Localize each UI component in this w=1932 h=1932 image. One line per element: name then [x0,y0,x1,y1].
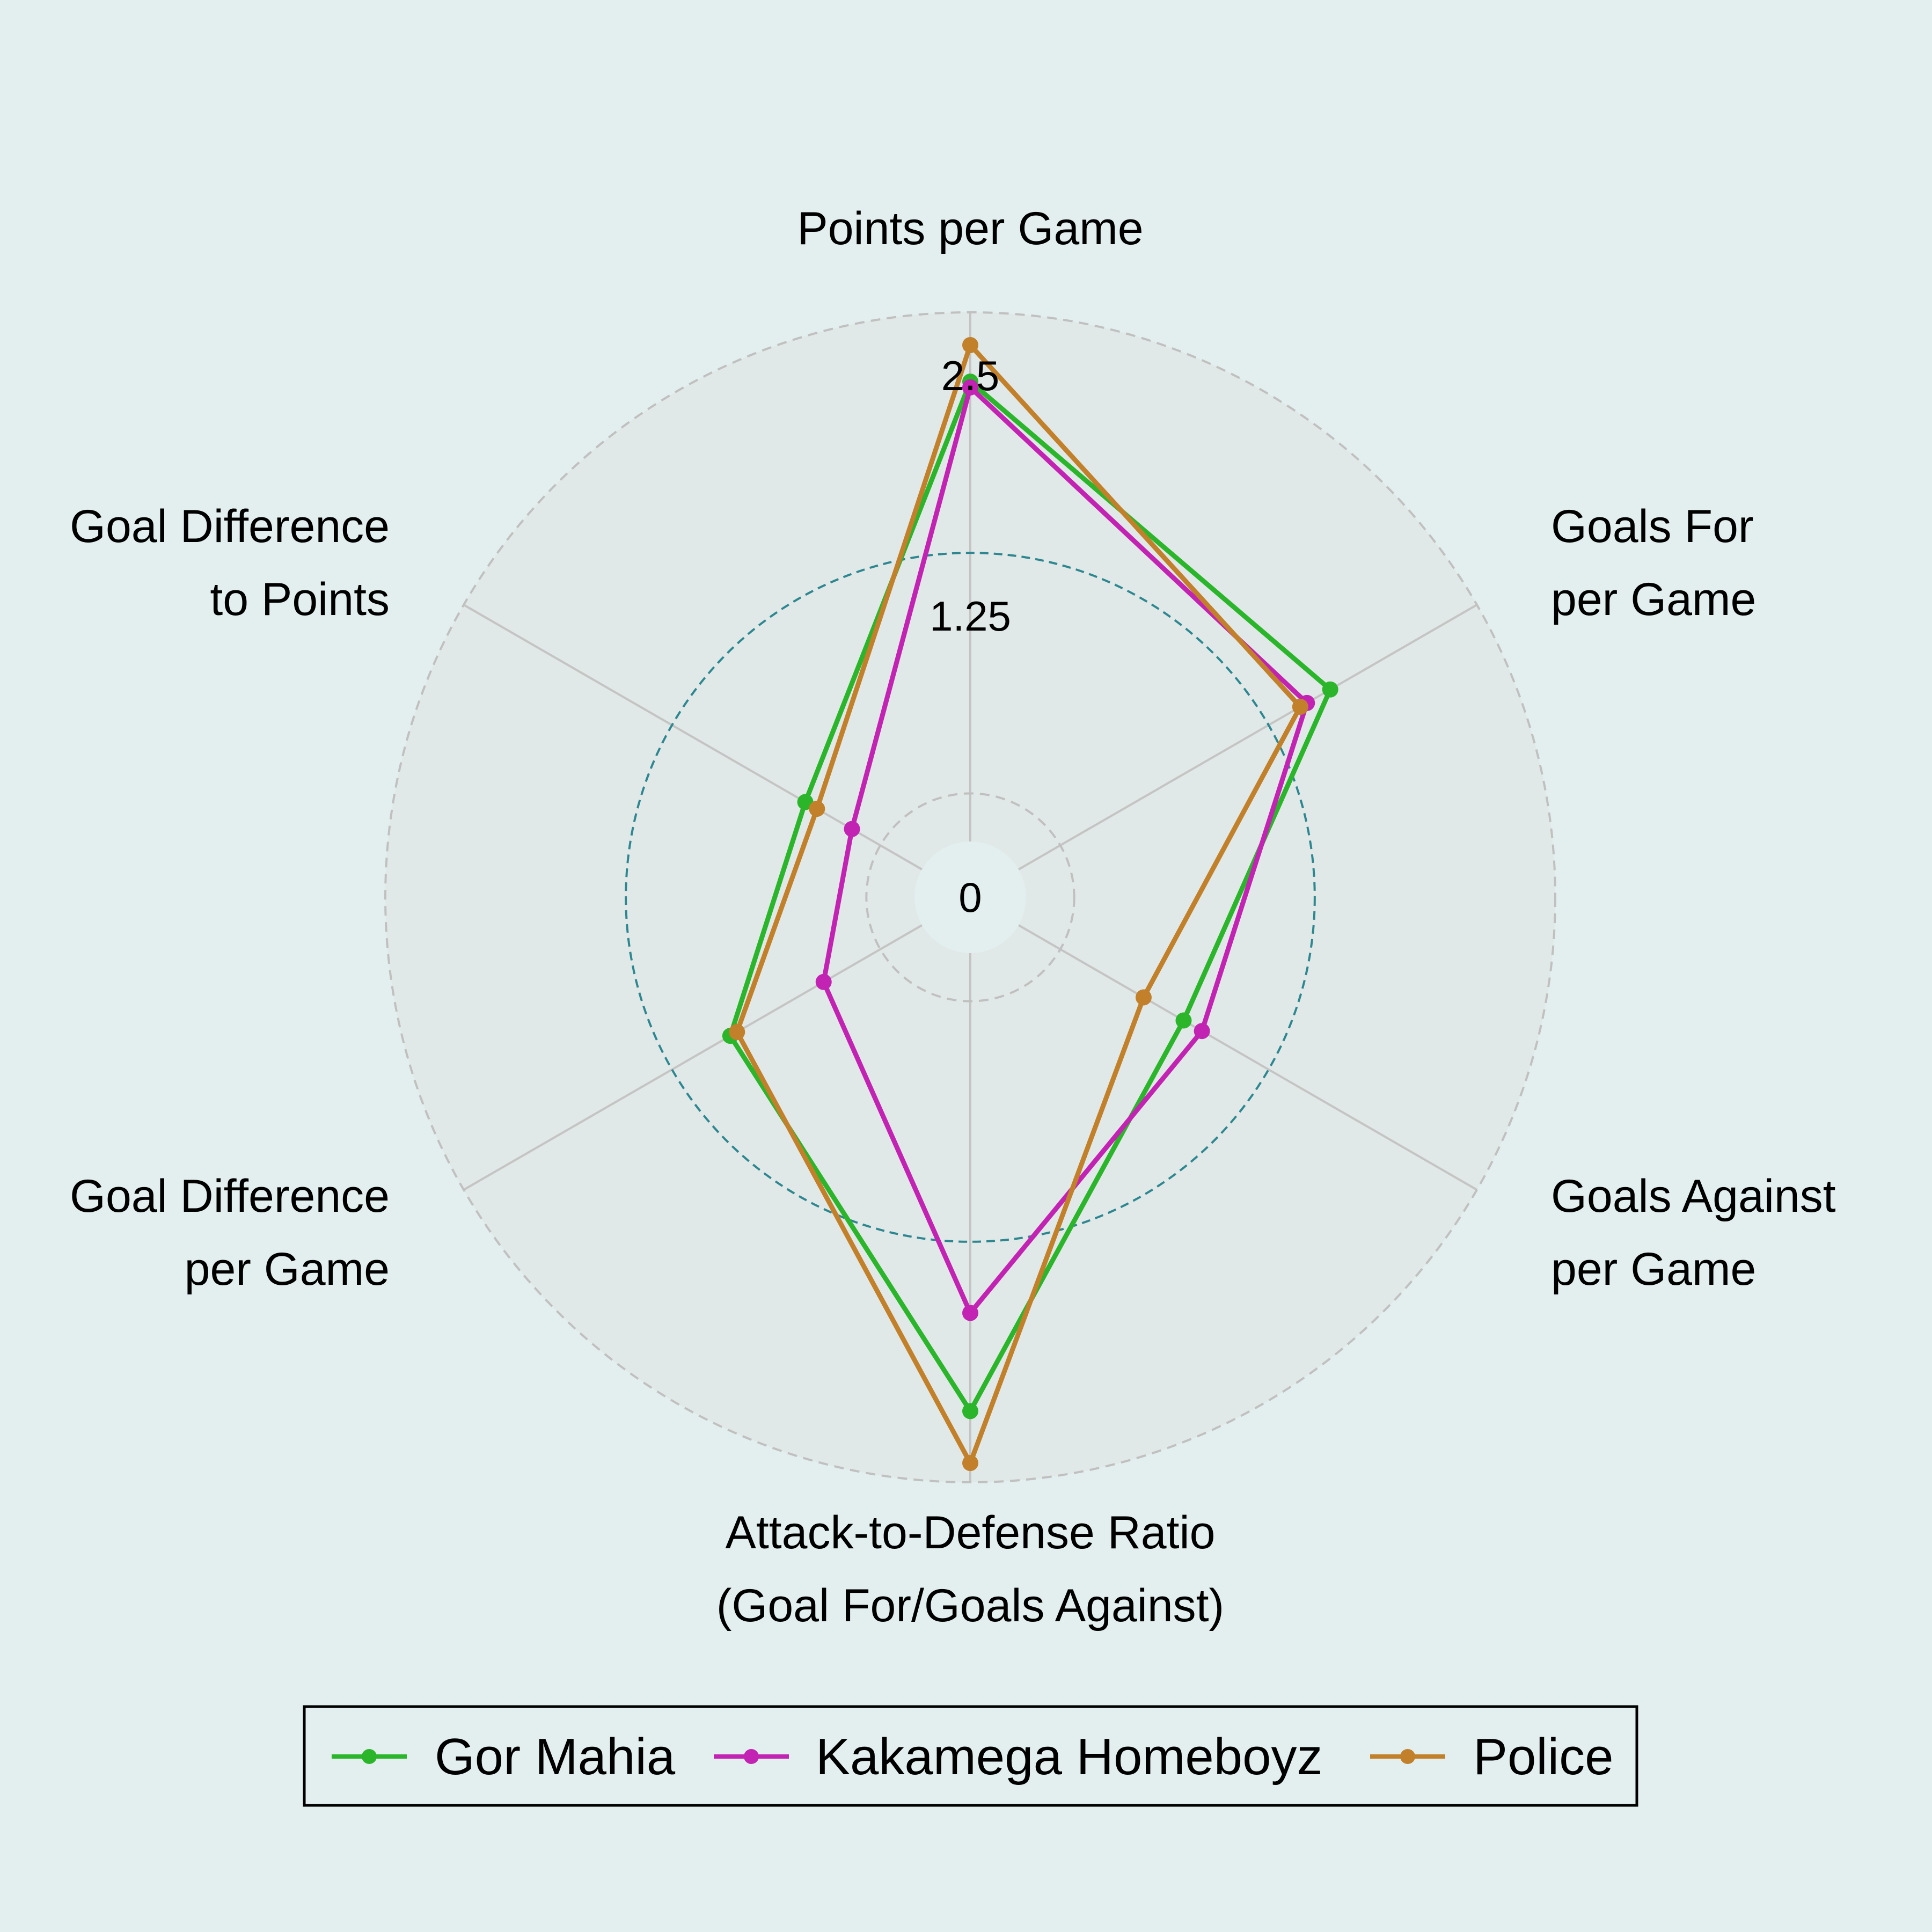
radar-spoke-2 [1018,924,1477,1191]
radar-spoke-1 [1018,604,1477,870]
legend-item-police: Police [1370,1728,1613,1785]
legend-item-gor-mahia: Gor Mahia [332,1728,676,1785]
legend-label-gor-mahia: Gor Mahia [435,1728,676,1785]
axis-label-line: per Game [1551,1243,1756,1295]
data-point-police-5 [809,801,825,817]
axis-label-2: Goals Against per Game [1551,1170,1836,1295]
legend-label-kakamega-homeboyz: Kakamega Homeboyz [816,1728,1322,1785]
radial-tick-label: 2.5 [941,352,999,399]
data-point-police-4 [729,1023,745,1040]
legend: Gor Mahia Kakamega Homeboyz Police [303,1705,1638,1807]
radar-gridline-2-5 [384,311,1556,1483]
legend-item-kakamega-homeboyz: Kakamega Homeboyz [714,1728,1322,1785]
chart-grid [384,311,1556,1483]
data-point-kakamega-homeboyz-0 [962,379,978,396]
legend-box [303,1705,1638,1807]
data-point-kakamega-homeboyz-3 [962,1305,978,1321]
axis-label-0: Points per Game [797,203,1143,254]
axis-label-line: Goals For [1551,501,1754,552]
axis-label-5: Goal Difference to Points [70,501,390,625]
data-point-kakamega-homeboyz-2 [1194,1023,1210,1040]
chart-labels: 0 1.25 2.5 Points per Game Goals For per Game… [70,203,1836,1631]
axis-label-line: per Game [1551,574,1756,625]
axis-label-line: per Game [185,1243,390,1295]
axis-label-line: Goals Against [1551,1170,1836,1222]
axis-label-line: Points per Game [797,203,1143,254]
data-point-kakamega-homeboyz-5 [844,821,860,837]
axis-label-line: (Goal For/Goals Against) [716,1580,1224,1631]
data-point-gor-mahia-2 [1175,1012,1192,1029]
legend-marker-gor-mahia [362,1749,377,1764]
axis-label-4: Goal Difference per Game [70,1170,390,1295]
radar-center-hole [914,841,1026,953]
data-point-kakamega-homeboyz-4 [815,974,832,990]
data-point-police-1 [1292,699,1308,715]
radar-gridline-0 [865,792,1075,1002]
chart-series [722,336,1338,1472]
axis-label-line: to Points [210,574,390,625]
radar-gridline-1-25 [625,552,1316,1243]
axis-label-line: Goal Difference [70,501,390,552]
legend-marker-police [1400,1749,1415,1764]
data-point-gor-mahia-5 [797,794,814,810]
axis-label-3: Attack-to-Defense Ratio (Goal For/Goals A… [716,1507,1224,1631]
data-point-gor-mahia-1 [1322,681,1338,698]
axis-label-1: Goals For per Game [1551,501,1756,625]
legend-label-police: Police [1473,1728,1613,1785]
axis-label-line: Goal Difference [70,1170,390,1222]
data-point-police-2 [1135,989,1152,1006]
data-point-police-0 [962,336,978,353]
axis-label-line: Attack-to-Defense Ratio [726,1507,1216,1558]
data-point-police-3 [962,1455,978,1472]
data-point-gor-mahia-3 [962,1403,978,1419]
radar-spoke-4 [463,924,923,1191]
radial-tick-label: 1.25 [930,592,1011,640]
radial-tick-label: 0 [958,874,982,921]
legend-marker-kakamega-homeboyz [744,1749,759,1764]
